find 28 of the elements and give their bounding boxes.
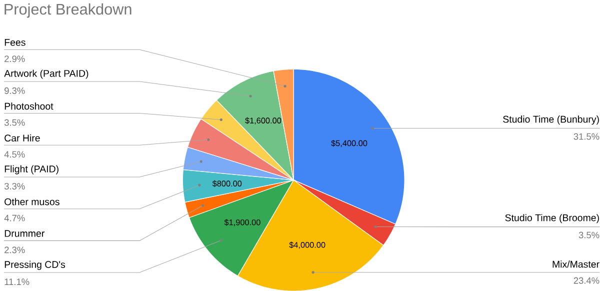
- data-label: 3.3%: [4, 182, 25, 190]
- text: $1,900.00: [224, 218, 260, 226]
- slice-label: Photoshoot: [4, 102, 54, 110]
- slice-label: Drummer: [4, 230, 44, 237]
- text: $1,600.00: [245, 117, 282, 124]
- data-label: 23.4%: [574, 277, 600, 284]
- data-label: 2.3%: [4, 246, 25, 254]
- data-label: 2.9%: [4, 55, 25, 62]
- chart-title: Project Breakdown: [4, 3, 132, 18]
- data-label: 31.5%: [574, 133, 600, 140]
- data-label: 11.1%: [4, 278, 30, 285]
- data-label: 3.5%: [578, 232, 600, 238]
- data-label: 3.5%: [4, 119, 25, 126]
- data-label: 9.3%: [4, 87, 25, 94]
- slice-label: Fees: [4, 38, 26, 46]
- slice-label: Mix/Master: [552, 260, 600, 268]
- text: $4,000.00: [289, 241, 326, 249]
- slice-label: Studio Time (Broome): [505, 214, 599, 223]
- slice-label: Artwork (Part PAID): [4, 70, 88, 79]
- slice-label: Flight (PAID): [4, 165, 58, 174]
- slice-label: Car Hire: [4, 134, 40, 142]
- text: $5,400.00: [331, 140, 368, 147]
- data-label: 4.5%: [4, 150, 25, 158]
- data-label: 4.7%: [4, 214, 25, 222]
- text: $800.00: [212, 180, 242, 187]
- slice-label: Other musos: [4, 198, 60, 206]
- slice-label: Pressing CD's: [4, 260, 66, 270]
- slice-label: Studio Time (Bunbury): [503, 115, 599, 124]
